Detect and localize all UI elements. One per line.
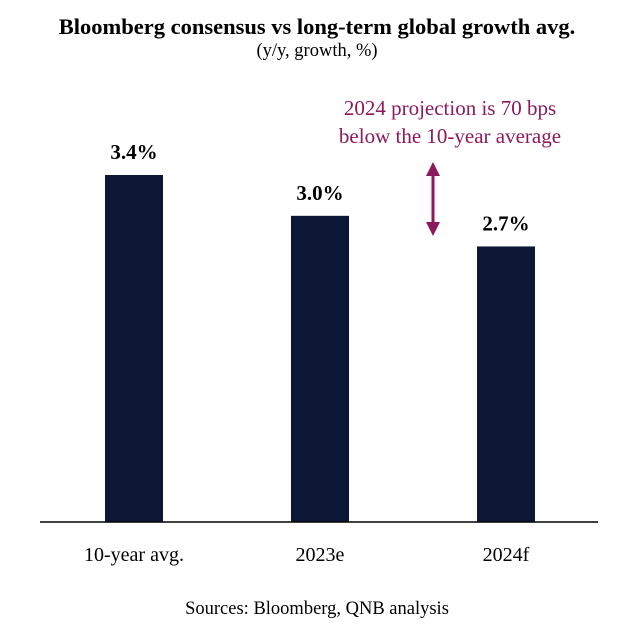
chart-title: Bloomberg consensus vs long-term global … [58,14,576,39]
annotation-arrow [426,162,440,236]
annotation-text: 2024 projection is 70 bps below the 10-y… [300,94,600,150]
bar-2 [291,215,349,522]
labels: 3.4% 10-year avg. 3.0% 2023e 2.7% 2024f [84,140,530,566]
data-label-2: 3.0% [296,181,343,205]
arrow-head-up [426,162,440,176]
bar-3 [477,246,535,523]
arrow-head-down [426,222,440,236]
annotation-line-2: below the 10-year average [338,124,562,148]
annotation-line-1: 2024 projection is 70 bps [343,96,557,120]
data-label-3: 2.7% [482,211,529,235]
chart-subtitle: (y/y, growth, %) [256,41,378,61]
bar-1 [105,175,163,522]
source-note: Sources: Bloomberg, QNB analysis [185,599,449,619]
data-label-1: 3.4% [110,140,157,164]
category-label-3: 2024f [483,544,530,566]
category-label-2: 2023e [296,544,345,566]
category-label-1: 10-year avg. [84,544,184,566]
bars [105,175,535,523]
